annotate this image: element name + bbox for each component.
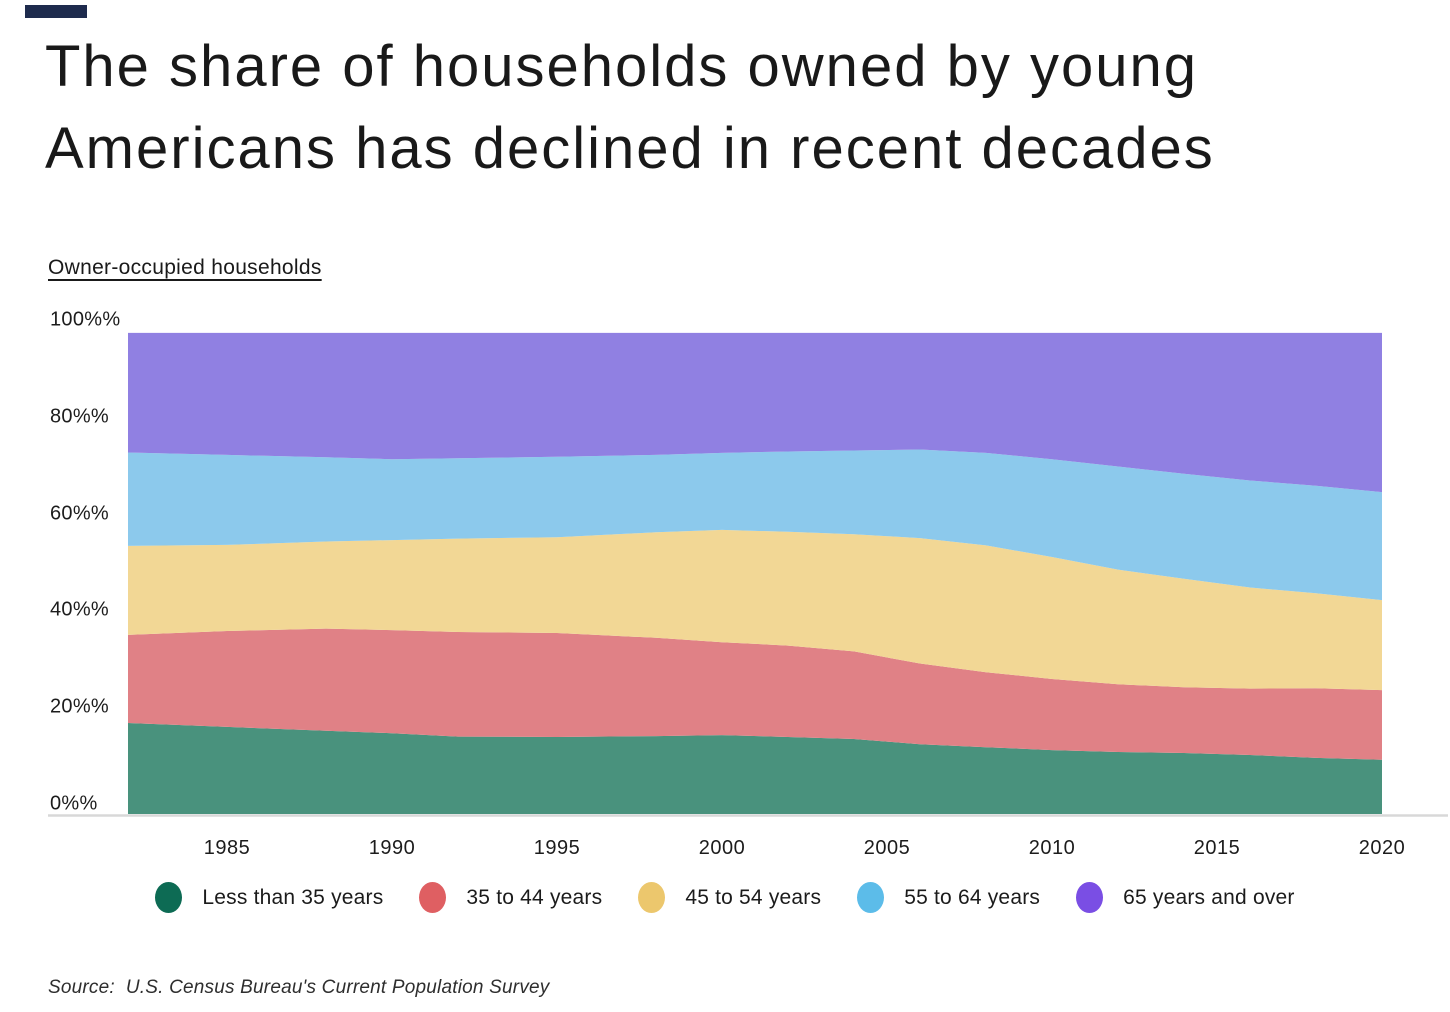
x-tick-1995: 1995 xyxy=(533,837,581,859)
y-tick-100: 100%% xyxy=(50,308,121,331)
legend-dot-icon xyxy=(419,882,447,913)
area-55-to-64-years xyxy=(128,449,1382,601)
brand-accent-bar xyxy=(25,5,87,18)
legend-item-45-to-54-years: 45 to 54 years xyxy=(638,882,821,913)
x-tick-2020: 2020 xyxy=(1358,837,1406,859)
page-title-line1: The share of households owned by young xyxy=(45,34,1198,99)
area-less-than-35-years xyxy=(128,723,1382,814)
chart-subtitle: Owner-occupied households xyxy=(48,256,322,279)
y-tick-20: 20%% xyxy=(50,695,110,718)
legend-label: Less than 35 years xyxy=(202,885,384,909)
legend-item-55-to-64-years: 55 to 64 years xyxy=(857,882,1040,913)
legend-item-65-years-and-over: 65 years and over xyxy=(1076,882,1295,913)
page-title: The share of households owned by young Am… xyxy=(45,26,1215,190)
x-tick-2010: 2010 xyxy=(1028,837,1076,859)
legend-dot-icon xyxy=(1076,882,1104,913)
x-tick-1985: 1985 xyxy=(203,837,251,859)
legend-item-less-than-35-years: Less than 35 years xyxy=(155,882,383,913)
y-tick-40: 40%% xyxy=(50,598,110,621)
y-tick-0: 0%% xyxy=(50,792,98,815)
y-tick-60: 60%% xyxy=(50,502,110,525)
legend-dot-icon xyxy=(638,882,666,913)
source-note: Source: U.S. Census Bureau's Current Pop… xyxy=(48,977,550,998)
y-tick-80: 80%% xyxy=(50,405,110,428)
page-title-line2: Americans has declined in recent decades xyxy=(45,116,1215,181)
x-tick-1990: 1990 xyxy=(368,837,416,859)
legend-label: 45 to 54 years xyxy=(685,885,822,909)
legend-dot-icon xyxy=(155,882,183,913)
legend-label: 65 years and over xyxy=(1123,885,1295,909)
stacked-area-chart xyxy=(48,332,1448,817)
x-tick-2000: 2000 xyxy=(698,837,746,859)
legend-label: 55 to 64 years xyxy=(904,885,1041,909)
x-tick-2005: 2005 xyxy=(863,837,911,859)
area-35-to-44-years xyxy=(128,628,1382,760)
legend-item-35-to-44-years: 35 to 44 years xyxy=(419,882,602,913)
area-65-years-and-over xyxy=(128,332,1382,493)
legend-dot-icon xyxy=(857,882,885,913)
chart-legend: Less than 35 years 35 to 44 years 45 to 54… xyxy=(0,882,1450,913)
legend-label: 35 to 44 years xyxy=(466,885,603,909)
area-45-to-54-years xyxy=(128,529,1382,691)
x-tick-2015: 2015 xyxy=(1193,837,1241,859)
